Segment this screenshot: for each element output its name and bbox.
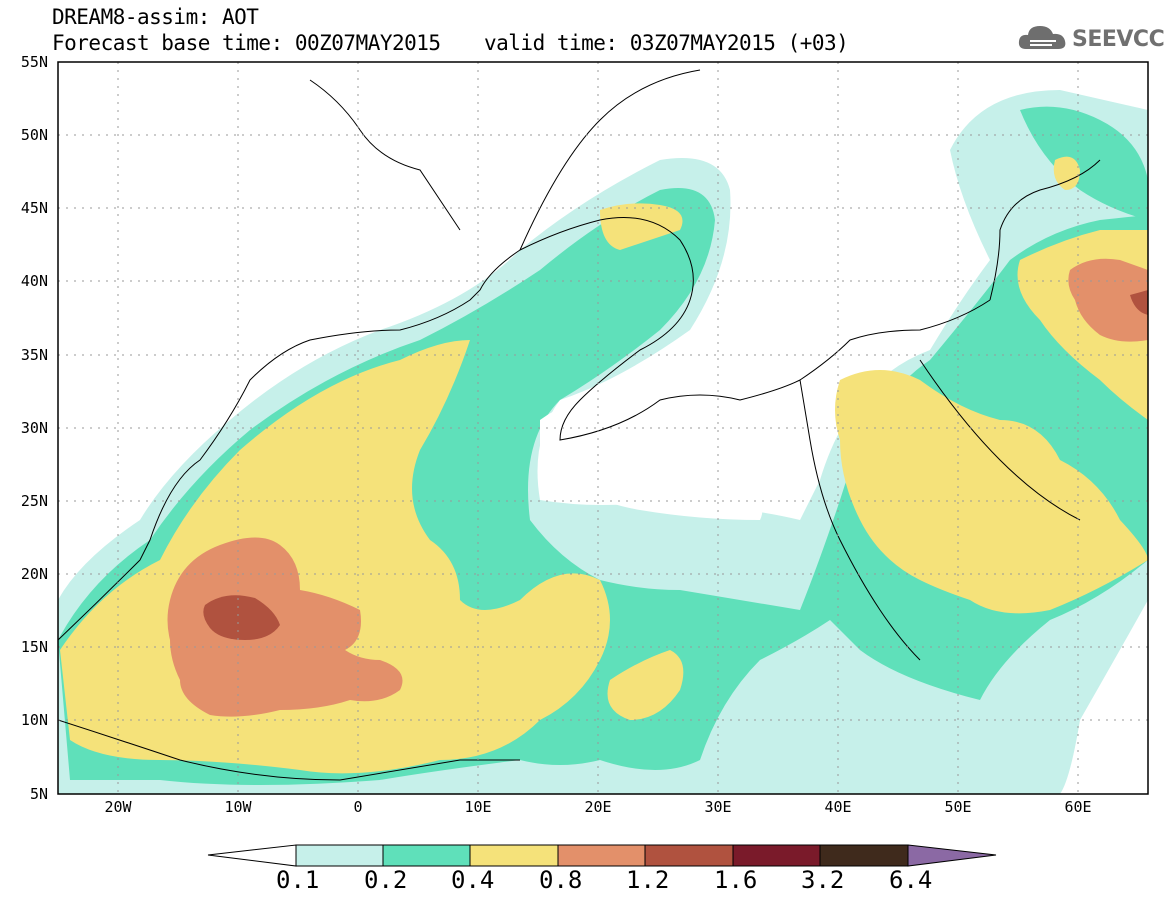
colorbar-swatch xyxy=(557,844,646,867)
lat-label: 15N xyxy=(21,638,48,656)
aot-band-0-8 xyxy=(167,258,1148,717)
lat-label: 55N xyxy=(21,53,48,71)
lon-label: 10W xyxy=(224,798,252,816)
colorbar-label: 3.2 xyxy=(801,866,845,894)
lat-label: 30N xyxy=(21,419,48,437)
lat-label: 10N xyxy=(21,711,48,729)
lat-label: 5N xyxy=(30,785,48,803)
lat-label: 45N xyxy=(21,199,48,217)
coastlines xyxy=(58,69,1101,781)
colorbar-swatch xyxy=(382,844,471,867)
lat-labels: 55N 50N 45N 40N 35N 30N 25N 20N 15N 10N … xyxy=(21,53,48,803)
seevccc-logo: SEEVCCC xyxy=(1016,21,1165,57)
lat-label: 25N xyxy=(21,492,48,510)
lat-label: 20N xyxy=(21,565,48,583)
lat-label: 50N xyxy=(21,126,48,144)
cloud-icon xyxy=(1018,26,1066,49)
map-title: DREAM8-assim: AOT xyxy=(52,5,259,29)
colorbar-label: 1.2 xyxy=(626,866,670,894)
colorbar-swatch xyxy=(819,844,909,867)
colorbar-label: 0.2 xyxy=(364,866,408,894)
colorbar-label: 1.6 xyxy=(714,866,758,894)
logo-text: SEEVCCC xyxy=(1072,27,1165,52)
lon-label: 10E xyxy=(464,798,491,816)
map-frame xyxy=(57,61,1149,795)
colorbar-label: 0.1 xyxy=(276,866,320,894)
colorbar-swatch xyxy=(732,844,821,867)
lon-label: 50E xyxy=(944,798,971,816)
colorbar-label: 6.4 xyxy=(889,866,933,894)
lon-label: 20E xyxy=(584,798,611,816)
graticule xyxy=(58,62,1148,794)
lat-label: 40N xyxy=(21,272,48,290)
lon-label: 60E xyxy=(1064,798,1091,816)
lon-label: 20W xyxy=(104,798,132,816)
colorbar xyxy=(207,844,997,867)
colorbar-low-arrow xyxy=(207,844,297,867)
colorbar-swatch xyxy=(469,844,559,867)
valid-time: valid time: 03Z07MAY2015 (+03) xyxy=(484,31,849,55)
forecast-base-time: Forecast base time: 00Z07MAY2015 xyxy=(52,31,441,55)
lon-labels: 20W 10W 0 10E 20E 30E 40E 50E 60E xyxy=(104,798,1091,816)
lon-label: 40E xyxy=(824,798,851,816)
lon-label: 30E xyxy=(704,798,731,816)
aot-band-1-2 xyxy=(203,290,1148,640)
colorbar-swatch xyxy=(295,844,384,867)
lat-label: 35N xyxy=(21,346,48,364)
colorbar-label: 0.8 xyxy=(539,866,583,894)
colorbar-label: 0.4 xyxy=(451,866,495,894)
colorbar-high-arrow xyxy=(907,844,997,867)
lon-label: 0 xyxy=(353,798,362,816)
colorbar-swatch xyxy=(644,844,734,867)
